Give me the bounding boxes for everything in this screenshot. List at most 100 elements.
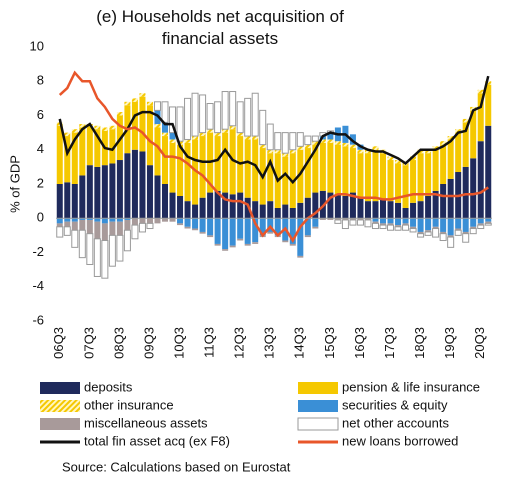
bar-segment [109, 163, 116, 219]
bar-segment [477, 89, 484, 94]
y-tick-label: -4 [32, 278, 44, 293]
x-tick-label: 12Q3 [232, 327, 247, 359]
bar-segment [131, 149, 138, 219]
bar-segment [342, 218, 349, 220]
bar-segment [432, 226, 439, 229]
bar-segment [214, 243, 221, 246]
x-tick-label: 14Q3 [292, 327, 307, 359]
bar-segment [154, 218, 161, 224]
bar-segment [357, 218, 364, 220]
bar-segment [78, 229, 86, 259]
bar-segment [177, 144, 184, 196]
y-tick-label: 6 [37, 107, 44, 122]
bar-segment [334, 219, 342, 224]
bar-segment [176, 106, 184, 142]
bar-segment [229, 218, 236, 246]
bar-segment [56, 226, 64, 238]
bar-segment [169, 218, 176, 222]
bar-segment [199, 231, 206, 234]
bar-segment [477, 218, 484, 224]
bar-segment [470, 106, 477, 111]
bar-segment [470, 218, 477, 227]
bar-segment [417, 149, 424, 154]
bar-segment [477, 223, 484, 226]
bar-segment [139, 93, 146, 97]
bar-segment [214, 136, 221, 191]
bar-segment [124, 101, 131, 106]
bar-segment [108, 234, 116, 267]
bar-segment [161, 122, 169, 133]
bar-segment [86, 165, 93, 219]
y-tick-label: -6 [32, 312, 44, 327]
bar-segment [161, 218, 169, 222]
bar-segment [379, 218, 387, 224]
bar-segment [199, 132, 206, 137]
bar-segment [432, 190, 439, 219]
bar-segment [199, 94, 207, 134]
bar-segment [484, 222, 492, 226]
bar-segment [349, 148, 356, 193]
bar-segment [109, 221, 116, 236]
bar-segment [93, 238, 101, 277]
bar-segment [123, 229, 131, 252]
bar-segment [192, 228, 199, 231]
bar-segment [282, 156, 289, 205]
bar-segment [124, 219, 131, 231]
bar-segment [64, 132, 71, 137]
bar-segment [455, 228, 462, 231]
legend-label: new loans borrowed [342, 433, 458, 448]
bar-segment [372, 218, 379, 222]
bar-segment [229, 91, 237, 127]
bar-segment [161, 136, 169, 184]
bar-segment [440, 144, 447, 184]
bar-segment [214, 132, 221, 137]
bar-segment [312, 192, 319, 219]
bar-segment [229, 125, 236, 130]
bar-segment [207, 129, 214, 133]
bar-segment [455, 132, 462, 173]
bar-segment [259, 204, 266, 219]
bar-segment [425, 153, 432, 196]
bar-segment [259, 109, 267, 146]
bar-segment [289, 149, 296, 154]
bar-segment [222, 218, 229, 250]
bar-segment [154, 124, 161, 128]
legend-swatch [40, 382, 80, 394]
bar-segment [379, 223, 387, 226]
bar-segment [356, 219, 364, 226]
bar-segment [327, 132, 334, 140]
bar-segment [79, 124, 86, 128]
bar-segment [252, 242, 259, 244]
bar-segment [274, 149, 281, 154]
bar-segment [229, 129, 236, 195]
chart-title: (e) Households net acquisition of financ… [96, 7, 344, 48]
bar-segment [207, 218, 214, 236]
bar-segment [371, 222, 379, 230]
bar-segment [469, 228, 477, 235]
bar-segment [387, 160, 394, 202]
bar-segment [79, 218, 86, 220]
bar-segment [455, 129, 462, 133]
bar-segment [485, 221, 492, 224]
bar-segment [297, 202, 304, 219]
bar-segment [184, 226, 191, 229]
bar-segment [387, 223, 394, 226]
bar-segment [222, 129, 229, 133]
bar-segment [304, 197, 311, 219]
bar-segment [252, 136, 259, 140]
bar-segment [440, 184, 447, 219]
bar-segment [432, 149, 439, 191]
bar-segment [425, 195, 432, 219]
bar-segment [455, 218, 462, 229]
bar-segment [191, 92, 199, 137]
bar-segment [267, 149, 274, 154]
bar-segment [214, 190, 221, 219]
bar-segment [417, 153, 424, 202]
bar-segment [94, 221, 101, 239]
bar-segment [410, 202, 417, 219]
bar-segment [199, 197, 206, 219]
bar-segment [372, 221, 379, 224]
bar-segment [244, 243, 251, 246]
bar-segment [281, 132, 289, 154]
legend-label: total fin asset acq (ex F8) [84, 433, 230, 448]
